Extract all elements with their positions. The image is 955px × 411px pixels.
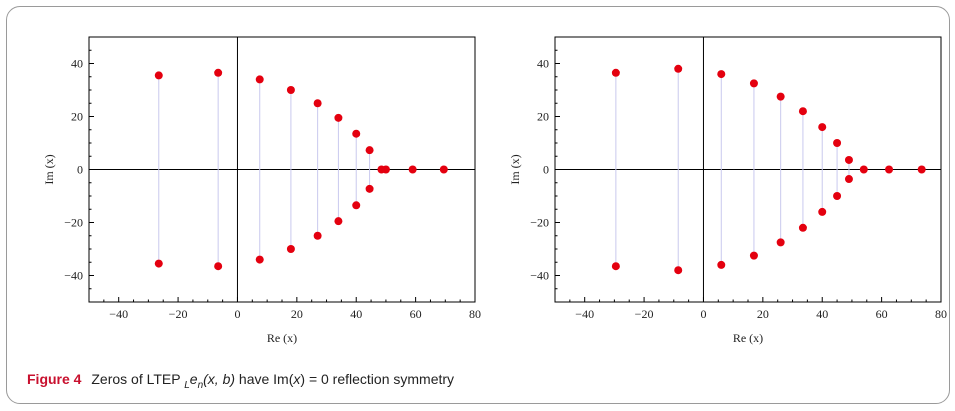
zero-point-upper (749, 79, 758, 88)
x-tick-label: −40 (575, 307, 594, 321)
zero-point-lower (674, 266, 683, 275)
scatter-plot-right: −40 −20 0 20 40 60 80 −40 −20 0 20 40 Re (x) Im (x) (493, 19, 948, 369)
y-axis-label: Im (x) (508, 154, 522, 184)
x-tick-label: −20 (635, 307, 654, 321)
caption-text-var: x (293, 371, 301, 387)
zero-point-lower (334, 217, 343, 226)
zero-point-lower (255, 255, 264, 264)
x-tick-label: −20 (169, 307, 188, 321)
zero-point-lower (313, 231, 322, 240)
x-tick-label: 0 (234, 307, 240, 321)
x-tick-label: 60 (410, 307, 422, 321)
zero-point-real (408, 165, 417, 174)
zero-point-upper (833, 139, 842, 147)
zero-point-upper (255, 75, 264, 84)
x-tick-label: 0 (700, 307, 706, 321)
zero-point-upper (352, 129, 361, 138)
zero-point-real (381, 165, 390, 174)
zero-point-lower (352, 201, 361, 210)
zero-point-lower (365, 184, 374, 193)
caption-math-prefix: L (184, 379, 190, 391)
zero-point-upper (214, 68, 223, 77)
caption-text-before: Zeros of LTEP (91, 371, 181, 387)
zero-point-upper (844, 155, 853, 164)
plot-svg-left: −40 −20 0 20 40 60 80 −40 −20 0 20 40 Re (x) Im (x) (42, 36, 481, 345)
plot-svg-right: −40 −20 0 20 40 60 80 −40 −20 0 20 40 Re (x) Im (x) (508, 36, 947, 345)
zero-point-real (859, 165, 868, 174)
y-tick-label: 40 (71, 57, 83, 71)
zero-point-lower (818, 207, 827, 216)
zero-point-lower (214, 262, 223, 271)
zero-point-lower (611, 262, 620, 271)
y-tick-label: 0 (543, 163, 549, 177)
zero-point-real (885, 165, 894, 174)
zero-point-lower (833, 192, 842, 200)
x-tick-label: 20 (291, 307, 303, 321)
zero-point-upper (674, 64, 683, 73)
zero-point-lower (749, 251, 758, 260)
zero-point-real (439, 165, 448, 174)
zero-point-lower (717, 260, 726, 269)
caption-math-args: (x, b) (203, 371, 236, 387)
y-tick-label: −40 (64, 269, 83, 283)
x-tick-label: 80 (469, 307, 481, 321)
zero-point-upper (776, 92, 785, 101)
caption-math-body: e (189, 371, 198, 387)
zero-point-lower (154, 259, 163, 268)
x-tick-label: −40 (109, 307, 128, 321)
zero-point-upper (717, 70, 726, 79)
zero-point-upper (154, 71, 163, 80)
x-tick-label: 20 (757, 307, 769, 321)
figure-frame: −40 −20 0 20 40 60 80 −40 −20 0 20 40 Re (x) Im (x) −… (6, 6, 950, 404)
x-tick-label: 80 (935, 307, 947, 321)
caption-text-mid: have Im( (238, 371, 294, 387)
zero-point-lower (844, 175, 853, 184)
y-tick-label: −40 (530, 269, 549, 283)
caption-math-sub: n (197, 379, 204, 391)
x-tick-label: 40 (816, 307, 828, 321)
scatter-plot-left: −40 −20 0 20 40 60 80 −40 −20 0 20 40 Re (x) Im (x) (27, 19, 482, 369)
y-tick-label: 0 (77, 163, 83, 177)
y-tick-label: −20 (530, 216, 549, 230)
zero-point-upper (286, 86, 295, 94)
zero-point-real (917, 165, 926, 174)
x-axis-label: Re (x) (267, 331, 297, 345)
zero-point-upper (798, 107, 807, 116)
zero-point-lower (798, 223, 807, 232)
caption-text-after: ) = 0 reflection symmetry (300, 371, 455, 387)
x-axis-label: Re (x) (733, 331, 763, 345)
zero-point-upper (611, 68, 620, 77)
x-tick-label: 60 (876, 307, 888, 321)
caption-label: Figure 4 (27, 371, 82, 387)
y-axis-label: Im (x) (42, 154, 56, 184)
figure-caption: Figure 4 Zeros of LTEP Len(x, b) have Im… (27, 371, 927, 391)
zero-point-upper (365, 146, 374, 155)
zero-point-lower (286, 245, 295, 253)
zero-point-lower (776, 238, 785, 247)
caption-math: Len(x, b) (184, 371, 236, 391)
y-tick-label: 20 (537, 110, 549, 124)
y-tick-label: 20 (71, 110, 83, 124)
zero-point-upper (313, 99, 322, 108)
x-tick-label: 40 (350, 307, 362, 321)
zero-point-upper (818, 123, 827, 132)
zero-point-upper (334, 113, 343, 122)
y-tick-label: 40 (537, 57, 549, 71)
y-tick-label: −20 (64, 216, 83, 230)
